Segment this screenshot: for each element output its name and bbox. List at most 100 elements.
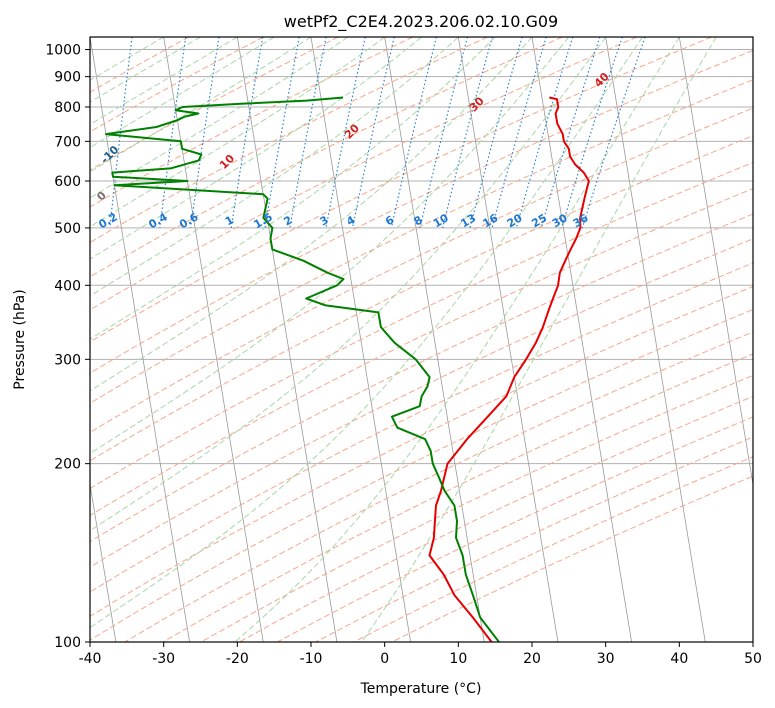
moist-adiabat-line xyxy=(90,37,422,260)
moist-adiabat-line xyxy=(90,37,275,149)
moist-adiabat-line xyxy=(90,37,164,81)
mixing-ratio-line xyxy=(515,37,574,229)
dry-adiabat-label: -10 xyxy=(98,143,121,166)
dry-adiabat-line xyxy=(200,374,753,642)
mixing-ratio-label: 1 xyxy=(223,213,236,228)
moist-adiabat-line xyxy=(90,37,459,297)
isotherm-line xyxy=(678,37,753,487)
moist-adiabat-lines xyxy=(90,37,717,642)
dry-adiabat-line xyxy=(90,49,753,374)
moist-adiabat-line xyxy=(361,37,717,642)
x-tick-label: 50 xyxy=(744,651,762,667)
mixing-ratio-label: 2 xyxy=(281,213,294,228)
moist-adiabat-line xyxy=(90,37,385,228)
y-axis-label: Pressure (hPa) xyxy=(12,289,28,389)
isotherm-line xyxy=(457,37,559,642)
x-axis: -40 -30 -20 -10 0 10 20 30 40 50 xyxy=(79,642,762,667)
y-tick-label: 500 xyxy=(54,221,81,237)
sounding-series xyxy=(105,96,590,642)
mixing-ratio-label: 6 xyxy=(383,213,396,228)
mixing-ratio-line xyxy=(159,37,187,228)
dry-adiabat-line xyxy=(391,475,753,642)
mixing-ratio-line xyxy=(190,37,220,228)
dry-adiabat-line xyxy=(124,331,753,642)
dry-adiabat-label: -20 xyxy=(0,168,14,191)
dry-adiabat-line xyxy=(90,161,753,490)
mixing-ratio-line xyxy=(540,37,601,229)
dry-adiabat-line xyxy=(90,79,753,404)
mixing-ratio-line xyxy=(561,37,623,229)
mixing-ratio-line xyxy=(581,37,646,229)
mixing-ratio-line xyxy=(419,37,469,229)
mixing-ratio-label: 4 xyxy=(344,213,357,228)
moist-adiabat-line xyxy=(90,37,607,532)
mixing-ratio-line xyxy=(63,37,82,228)
dry-adiabat-line xyxy=(90,37,488,244)
moist-adiabat-line xyxy=(90,37,533,392)
x-tick-label: 40 xyxy=(670,651,688,667)
isotherm-line xyxy=(531,37,632,642)
x-tick-label: 0 xyxy=(380,651,389,667)
y-tick-label: 200 xyxy=(54,457,81,473)
temperature-line xyxy=(428,96,590,642)
y-axis: 100 200 300 400 500 600 700 800 900 1000 xyxy=(45,43,90,651)
y-tick-label: 700 xyxy=(54,134,81,150)
y-tick-label: 800 xyxy=(54,100,81,116)
dry-adiabat-line xyxy=(90,37,638,311)
dry-adiabat-line xyxy=(90,213,753,543)
dry-adiabat-line xyxy=(90,188,753,517)
x-tick-label: -20 xyxy=(226,651,249,667)
dry-adiabat-line xyxy=(353,456,753,642)
isotherm-line xyxy=(236,37,338,642)
moist-adiabat-line xyxy=(90,37,570,455)
mixing-ratio-line xyxy=(469,37,523,229)
moist-adiabat-line xyxy=(234,37,680,642)
isotherm-line xyxy=(605,37,706,642)
chart-title: wetPf2_C2E4.2023.206.02.10.G09 xyxy=(284,12,558,32)
x-tick-label: -40 xyxy=(79,651,102,667)
mixing-ratio-label: 3 xyxy=(318,213,331,228)
y-tick-label: 100 xyxy=(54,635,81,651)
mixing-ratio-line xyxy=(352,37,395,229)
dewpoint-line xyxy=(105,96,500,642)
mixing-ratio-line xyxy=(390,37,437,229)
plot-frame xyxy=(89,36,754,643)
y-tick-label: 400 xyxy=(54,278,81,294)
isotherm-line xyxy=(752,37,753,40)
mixing-ratio-line xyxy=(442,37,493,229)
mixing-ratio-line xyxy=(230,37,264,228)
moist-adiabat-line xyxy=(90,37,349,199)
x-axis-label: Temperature (°C) xyxy=(360,681,482,697)
mixing-ratio-line xyxy=(491,37,547,229)
isotherm-line xyxy=(163,37,264,642)
mixing-ratio-line xyxy=(325,37,366,228)
isotherm-line xyxy=(90,482,117,642)
y-tick-label: 600 xyxy=(54,174,81,190)
x-tick-label: 20 xyxy=(523,651,541,667)
dry-adiabat-line xyxy=(90,37,563,278)
isotherm-line xyxy=(90,37,190,642)
x-tick-label: 30 xyxy=(597,651,615,667)
dry-adiabat-line xyxy=(90,37,339,171)
moist-adiabat-line xyxy=(90,37,496,340)
isotherm-line xyxy=(384,37,485,642)
x-tick-label: 10 xyxy=(449,651,467,667)
dry-adiabat-line xyxy=(90,308,753,641)
y-tick-label: 900 xyxy=(54,70,81,86)
isopleth-labels: -100-90-80-70-60-50-40-30-20-10010203040… xyxy=(0,70,612,232)
moist-adiabat-line xyxy=(90,37,643,629)
y-tick-label: 1000 xyxy=(45,43,81,59)
dry-adiabat-line xyxy=(90,37,264,133)
dry-adiabat-line xyxy=(90,107,753,433)
dry-adiabat-line xyxy=(90,37,712,343)
x-tick-label: -30 xyxy=(152,651,175,667)
mixing-ratio-line xyxy=(289,37,327,228)
dry-adiabat-lines xyxy=(90,37,753,642)
dry-adiabat-line xyxy=(90,238,753,568)
x-tick-label: -10 xyxy=(300,651,323,667)
mixing-ratio-line xyxy=(264,37,300,228)
y-tick-label: 300 xyxy=(54,352,81,368)
dry-adiabat-line xyxy=(90,37,414,208)
dry-adiabat-line xyxy=(90,37,190,93)
